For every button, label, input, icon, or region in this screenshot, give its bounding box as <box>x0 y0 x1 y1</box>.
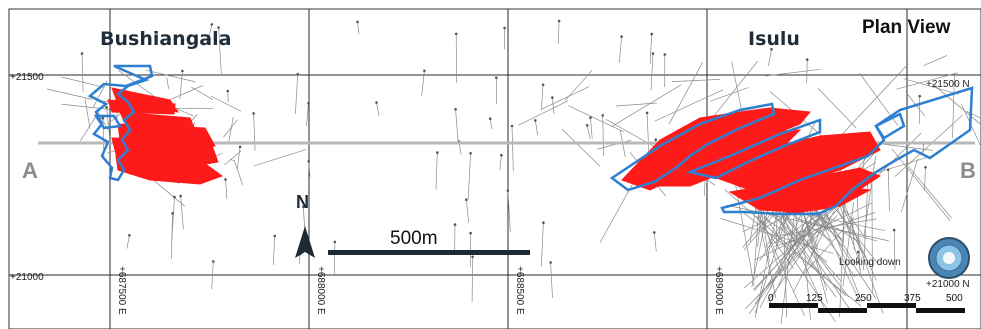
northing-label-left-2: +21000 <box>10 272 44 283</box>
easting-label-4: +689000 E <box>713 266 724 315</box>
north-arrow-label: N <box>296 192 309 212</box>
easting-label-3: +688500 E <box>514 266 525 315</box>
scale-tick-0: 0 <box>768 293 774 304</box>
easting-label-1: +687500 E <box>116 266 127 315</box>
scale-bar-label: 500m <box>390 228 438 249</box>
scale-bar <box>328 250 530 255</box>
north-arrow-icon <box>295 226 315 258</box>
bushiangala-mineralization <box>107 87 224 185</box>
scale-tick-375: 375 <box>904 293 921 304</box>
section-end-label: B <box>960 158 976 183</box>
scale-tick-500: 500 <box>946 293 963 304</box>
map-title: Plan View <box>862 17 951 38</box>
isulu-mineralization <box>621 107 882 215</box>
northing-label-right-2: +21000 N <box>926 279 970 290</box>
scale-tick-250: 250 <box>855 293 872 304</box>
view-orientation-icon <box>928 237 970 279</box>
northing-label-right-1: +21500 N <box>926 79 970 90</box>
zone-label-isulu: Isulu <box>748 28 800 50</box>
zone-label-bushiangala: Bushiangala <box>100 28 231 50</box>
easting-label-2: +688000 E <box>315 266 326 315</box>
scale-tick-125: 125 <box>806 293 823 304</box>
bushiangala-outline <box>87 64 154 182</box>
view-orientation-label: Looking down <box>839 257 901 268</box>
section-start-label: A <box>22 158 38 183</box>
map-frame <box>8 8 981 329</box>
northing-label-left-1: +21500 <box>10 72 44 83</box>
distance-scale-bar <box>769 303 965 313</box>
isulu-outline <box>609 86 974 216</box>
